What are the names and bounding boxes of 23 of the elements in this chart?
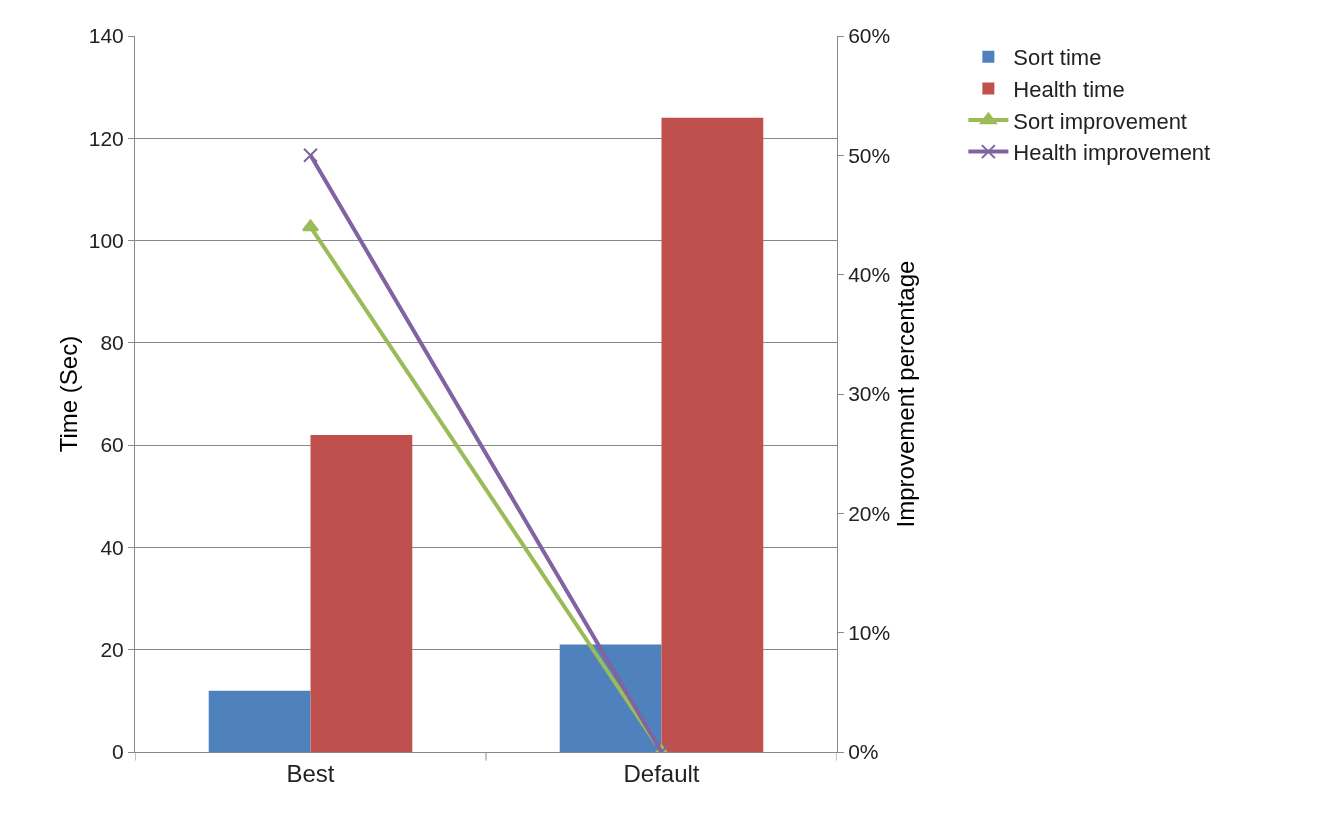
legend-label: Health time bbox=[1013, 76, 1125, 102]
legend-label: Sort time bbox=[1013, 45, 1102, 71]
y2-tick-label: 50% bbox=[848, 143, 891, 167]
y-tick-label: 20 bbox=[100, 638, 124, 662]
y-tick-label: 80 bbox=[100, 331, 124, 355]
y2-tick-label: 20% bbox=[848, 501, 891, 525]
x-tick-label: Best bbox=[286, 759, 335, 787]
y-tick-label: 140 bbox=[88, 24, 124, 48]
y2-tick-label: 0% bbox=[848, 740, 879, 764]
y-tick-label: 60 bbox=[100, 433, 124, 457]
legend-label: Sort improvement bbox=[1013, 108, 1187, 134]
x-tick-label: Default bbox=[623, 759, 700, 787]
y-axis-title: Time (Sec) bbox=[55, 335, 82, 453]
y2-tick-label: 10% bbox=[848, 621, 891, 645]
y2-tick-label: 40% bbox=[848, 263, 891, 287]
legend-label: Health improvement bbox=[1013, 140, 1211, 166]
y2-axis-title: Improvement percentage bbox=[892, 260, 920, 528]
y2-tick-label: 60% bbox=[848, 24, 891, 48]
y-tick-label: 40 bbox=[100, 535, 124, 559]
y-tick-label: 100 bbox=[88, 228, 124, 252]
y2-tick-label: 30% bbox=[848, 382, 891, 406]
y-tick-label: 120 bbox=[88, 126, 124, 150]
y-tick-label: 0 bbox=[112, 740, 124, 764]
